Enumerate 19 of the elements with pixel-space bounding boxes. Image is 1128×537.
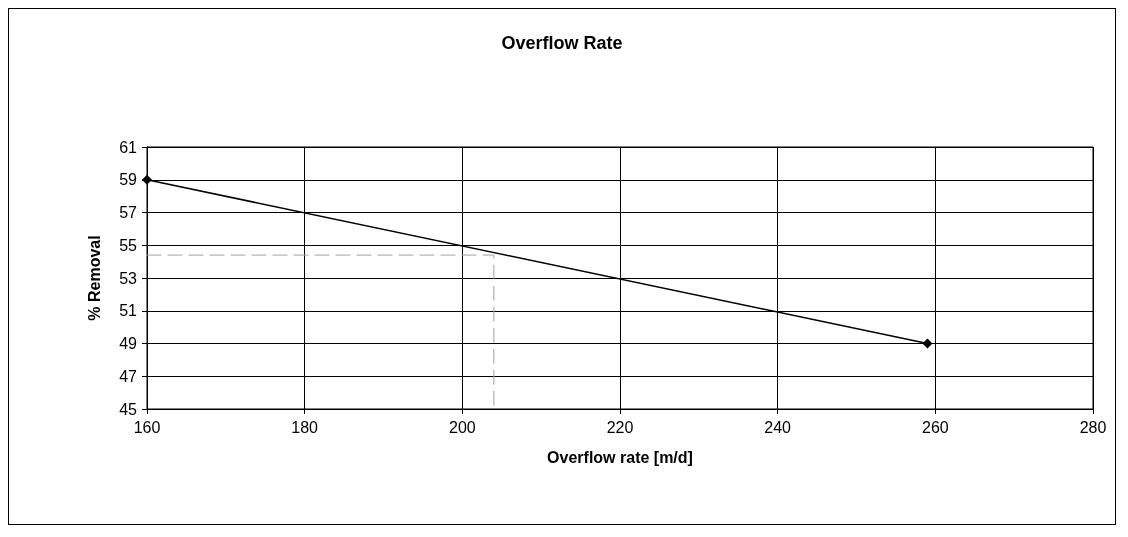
y-tick-label: 45 [119, 400, 138, 418]
y-axis-title: % Removal [85, 235, 103, 321]
x-axis-title: Overflow rate [m/d] [547, 448, 693, 466]
y-tick-label: 49 [119, 335, 138, 352]
x-tick-label: 220 [606, 418, 634, 436]
y-tick-label: 47 [119, 367, 138, 385]
x-tick-label: 280 [1079, 418, 1107, 436]
y-tick-label: 51 [119, 302, 138, 320]
x-tick-label: 240 [764, 418, 792, 436]
y-tick-label: 59 [119, 171, 138, 189]
y-tick-label: 53 [119, 269, 138, 287]
y-tick-label: 55 [119, 236, 138, 254]
x-tick-label: 200 [448, 418, 476, 436]
x-tick-label: 180 [291, 418, 319, 436]
y-tick-label: 57 [119, 204, 138, 221]
x-tick-label: 160 [133, 418, 161, 436]
x-tick-label: 260 [921, 418, 949, 436]
y-tick-label: 61 [119, 138, 138, 156]
chart-title: Overflow Rate [501, 33, 623, 53]
